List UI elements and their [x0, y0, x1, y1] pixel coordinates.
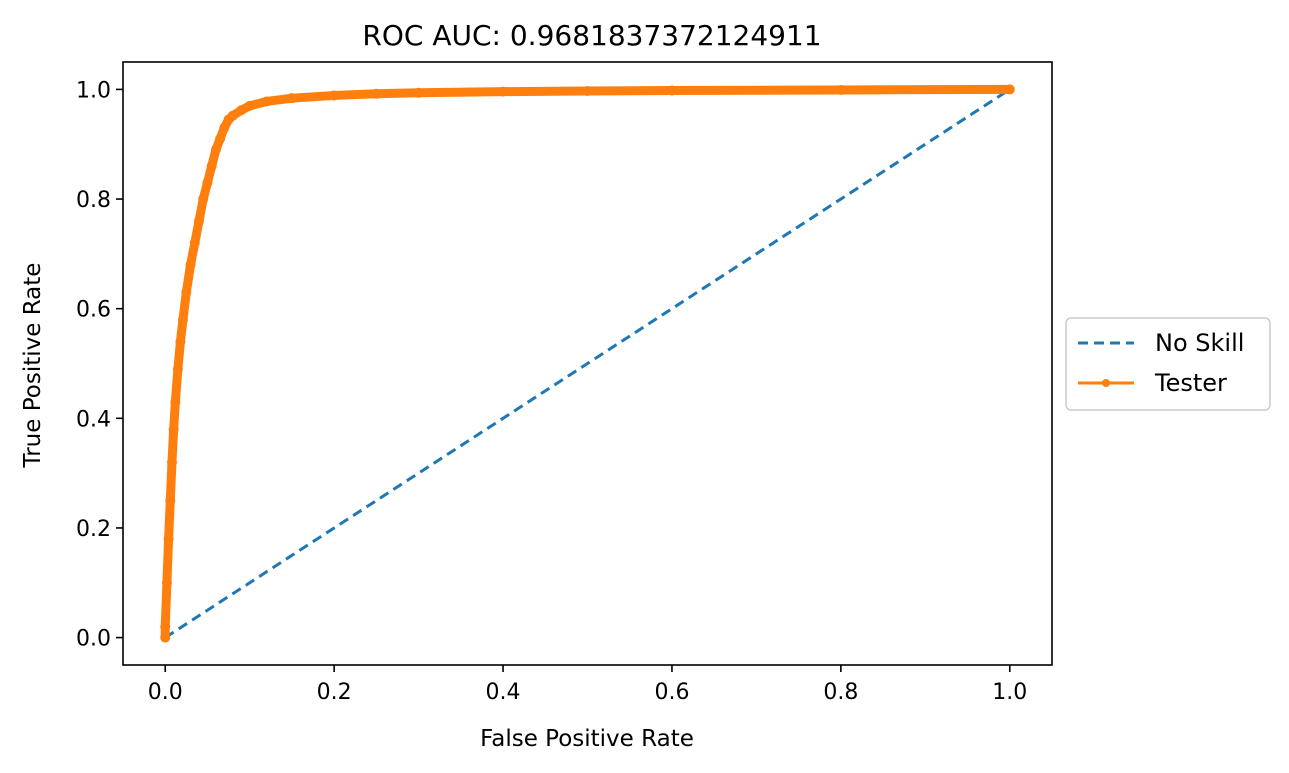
series-line-no-skill	[164, 88, 1011, 639]
series-point-tester	[1004, 84, 1015, 95]
series-point-tester	[189, 237, 200, 248]
x-tick-label: 0.2	[317, 680, 352, 705]
y-tick-label: 0.6	[76, 298, 111, 323]
series-point-tester	[202, 177, 213, 188]
series-point-tester	[161, 577, 172, 588]
series-point-tester	[175, 336, 186, 347]
x-tick-label: 0.4	[486, 680, 521, 705]
series-point-tester	[413, 87, 424, 98]
series-point-tester	[166, 457, 177, 468]
x-axis-label: False Positive Rate	[480, 726, 694, 752]
series-point-tester	[261, 96, 272, 107]
series-point-tester	[168, 424, 179, 435]
y-tick-label: 0.4	[76, 407, 111, 432]
series-point-tester	[835, 84, 846, 95]
series-point-tester	[165, 495, 176, 506]
y-tick-label: 0.8	[76, 188, 111, 213]
series-point-tester	[194, 215, 205, 226]
legend-marker-tester	[1102, 379, 1110, 387]
series-point-tester	[206, 161, 217, 172]
series-point-tester	[177, 314, 188, 325]
series-point-tester	[160, 621, 171, 632]
series-layer	[160, 84, 1015, 643]
series-point-tester	[163, 533, 174, 544]
series-point-tester	[215, 133, 226, 144]
series-point-tester	[666, 85, 677, 96]
series-point-tester	[582, 86, 593, 97]
series-point-tester	[170, 396, 181, 407]
series-point-tester	[210, 144, 221, 155]
y-tick-label: 0.2	[76, 517, 111, 542]
series-point-tester	[172, 363, 183, 374]
axes-layer: 0.0 0.2 0.4 0.6 0.8 1.0 0.0 0.2 0.4 0.6 0.8 1.0	[76, 61, 1053, 705]
series-point-tester	[498, 86, 509, 97]
series-point-tester	[236, 105, 247, 116]
legend: No Skill Tester	[1065, 317, 1271, 411]
series-point-tester	[329, 90, 340, 101]
y-tick-label: 0.0	[76, 627, 111, 652]
x-tick-label: 0.0	[148, 680, 183, 705]
series-point-tester	[286, 93, 297, 104]
y-axis-label: True Positive Rate	[20, 263, 46, 469]
series-point-tester	[219, 122, 230, 133]
series-point-tester	[160, 632, 171, 643]
legend-label-tester: Tester	[1154, 369, 1227, 397]
legend-label-no-skill: No Skill	[1155, 329, 1244, 357]
series-point-tester	[227, 110, 238, 121]
chart-title: ROC AUC: 0.9681837372124911	[362, 19, 821, 52]
legend-frame	[1065, 317, 1271, 411]
x-tick-label: 0.8	[823, 680, 858, 705]
series-point-tester	[185, 259, 196, 270]
x-tick-label: 0.6	[654, 680, 689, 705]
series-point-tester	[198, 194, 209, 205]
series-point-tester	[181, 287, 192, 298]
axes-frame	[122, 61, 1053, 666]
series-point-tester	[244, 100, 255, 111]
y-tick-label: 1.0	[76, 78, 111, 103]
series-point-tester	[371, 88, 382, 99]
x-tick-label: 1.0	[992, 680, 1027, 705]
